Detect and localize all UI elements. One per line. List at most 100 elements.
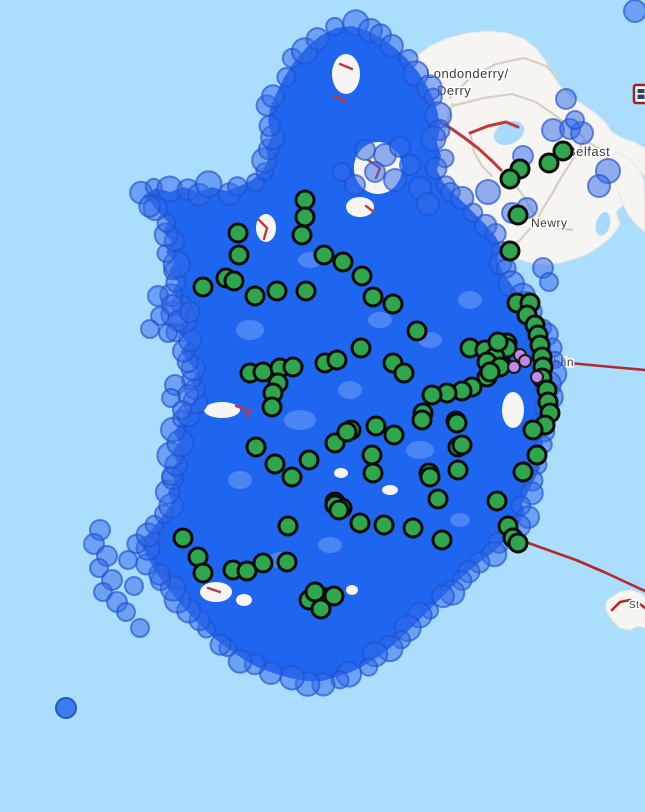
green-marker[interactable] xyxy=(402,517,424,539)
green-marker[interactable] xyxy=(393,362,415,384)
blue-marker[interactable] xyxy=(55,697,77,719)
blue-marker[interactable] xyxy=(227,176,248,197)
blue-marker[interactable] xyxy=(450,185,475,211)
green-marker[interactable] xyxy=(227,222,249,244)
blue-marker[interactable] xyxy=(279,664,306,691)
green-marker[interactable] xyxy=(313,244,335,266)
green-marker[interactable] xyxy=(499,240,521,262)
blue-marker[interactable] xyxy=(484,223,507,245)
green-marker[interactable] xyxy=(328,499,350,521)
purple-marker[interactable] xyxy=(507,360,521,374)
green-marker[interactable] xyxy=(526,444,548,466)
blue-marker[interactable] xyxy=(138,195,162,218)
blue-marker[interactable] xyxy=(420,125,447,152)
blue-marker[interactable] xyxy=(179,301,201,323)
green-marker[interactable] xyxy=(451,434,473,456)
blue-marker[interactable] xyxy=(383,168,407,192)
green-marker[interactable] xyxy=(310,598,332,620)
purple-marker[interactable] xyxy=(518,354,532,368)
green-marker[interactable] xyxy=(406,320,428,342)
green-marker[interactable] xyxy=(362,286,384,308)
green-marker[interactable] xyxy=(252,552,274,574)
green-marker[interactable] xyxy=(304,581,326,603)
green-marker[interactable] xyxy=(365,415,387,437)
green-marker[interactable] xyxy=(361,444,383,466)
blue-marker[interactable] xyxy=(130,618,150,638)
green-marker[interactable] xyxy=(446,412,468,434)
blue-marker[interactable] xyxy=(209,633,232,656)
green-marker[interactable] xyxy=(298,449,320,471)
green-marker[interactable] xyxy=(507,204,529,226)
green-marker[interactable] xyxy=(281,466,303,488)
green-marker[interactable] xyxy=(487,331,509,353)
green-marker[interactable] xyxy=(507,532,529,554)
green-marker[interactable] xyxy=(373,514,395,536)
green-marker[interactable] xyxy=(172,527,194,549)
green-marker[interactable] xyxy=(349,512,371,534)
blue-marker[interactable] xyxy=(172,400,192,420)
blue-marker[interactable] xyxy=(261,84,285,109)
blue-marker[interactable] xyxy=(379,33,404,58)
blue-marker[interactable] xyxy=(325,16,345,37)
green-marker[interactable] xyxy=(294,189,316,211)
blue-marker[interactable] xyxy=(431,584,455,609)
blue-marker[interactable] xyxy=(354,139,376,161)
blue-marker[interactable] xyxy=(364,161,386,183)
green-marker[interactable] xyxy=(447,459,469,481)
purple-marker[interactable] xyxy=(530,370,544,384)
green-marker[interactable] xyxy=(223,270,245,292)
green-marker[interactable] xyxy=(336,421,358,443)
green-marker[interactable] xyxy=(261,396,283,418)
blue-marker[interactable] xyxy=(116,602,136,622)
blue-marker[interactable] xyxy=(118,550,138,570)
green-marker[interactable] xyxy=(479,361,501,383)
blue-marker[interactable] xyxy=(359,657,379,677)
blue-marker[interactable] xyxy=(227,648,253,674)
blue-marker[interactable] xyxy=(475,179,501,205)
green-marker[interactable] xyxy=(277,515,299,537)
green-marker[interactable] xyxy=(276,551,298,573)
blue-marker[interactable] xyxy=(140,319,160,339)
blue-marker[interactable] xyxy=(416,192,440,216)
green-marker[interactable] xyxy=(244,285,266,307)
blue-marker[interactable] xyxy=(194,170,223,198)
green-marker[interactable] xyxy=(538,152,560,174)
blue-marker[interactable] xyxy=(158,323,178,343)
green-marker[interactable] xyxy=(264,453,286,475)
green-marker[interactable] xyxy=(411,409,433,431)
blue-marker[interactable] xyxy=(539,272,559,292)
blue-marker[interactable] xyxy=(344,174,366,196)
green-marker[interactable] xyxy=(382,293,404,315)
blue-marker[interactable] xyxy=(587,174,611,198)
green-marker[interactable] xyxy=(266,280,288,302)
green-marker[interactable] xyxy=(383,424,405,446)
green-marker[interactable] xyxy=(522,419,544,441)
green-marker[interactable] xyxy=(486,490,508,512)
green-marker[interactable] xyxy=(192,276,214,298)
blue-marker[interactable] xyxy=(623,0,645,23)
green-marker[interactable] xyxy=(295,280,317,302)
green-marker[interactable] xyxy=(291,224,313,246)
green-marker[interactable] xyxy=(427,488,449,510)
green-marker[interactable] xyxy=(192,562,214,584)
blue-marker[interactable] xyxy=(124,576,144,596)
green-marker[interactable] xyxy=(332,251,354,273)
green-marker[interactable] xyxy=(228,244,250,266)
blue-marker[interactable] xyxy=(555,88,577,110)
blue-marker[interactable] xyxy=(399,154,421,176)
green-marker[interactable] xyxy=(326,349,348,371)
green-marker[interactable] xyxy=(512,461,534,483)
blue-marker[interactable] xyxy=(424,156,448,180)
green-marker[interactable] xyxy=(362,462,384,484)
green-marker[interactable] xyxy=(350,337,372,359)
green-marker[interactable] xyxy=(431,529,453,551)
green-marker[interactable] xyxy=(351,265,373,287)
blue-marker[interactable] xyxy=(389,136,411,158)
blue-marker[interactable] xyxy=(276,67,297,88)
green-marker[interactable] xyxy=(419,466,441,488)
blue-marker[interactable] xyxy=(305,27,330,51)
blue-marker[interactable] xyxy=(565,110,585,130)
green-marker[interactable] xyxy=(282,356,304,378)
